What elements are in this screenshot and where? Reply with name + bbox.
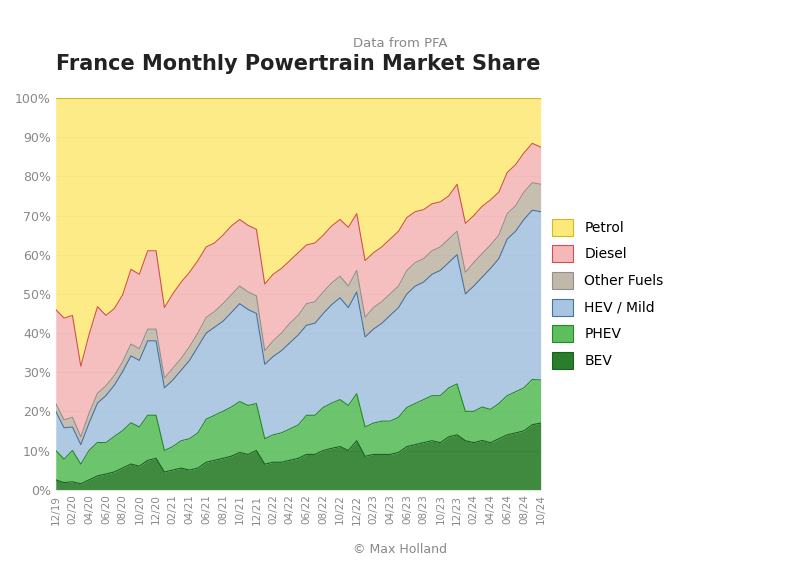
- Text: Data from PFA: Data from PFA: [353, 37, 447, 49]
- Text: © Max Holland: © Max Holland: [353, 543, 447, 556]
- Title: France Monthly Powertrain Market Share: France Monthly Powertrain Market Share: [56, 55, 541, 74]
- Legend: Petrol, Diesel, Other Fuels, HEV / Mild, PHEV, BEV: Petrol, Diesel, Other Fuels, HEV / Mild,…: [553, 219, 664, 369]
